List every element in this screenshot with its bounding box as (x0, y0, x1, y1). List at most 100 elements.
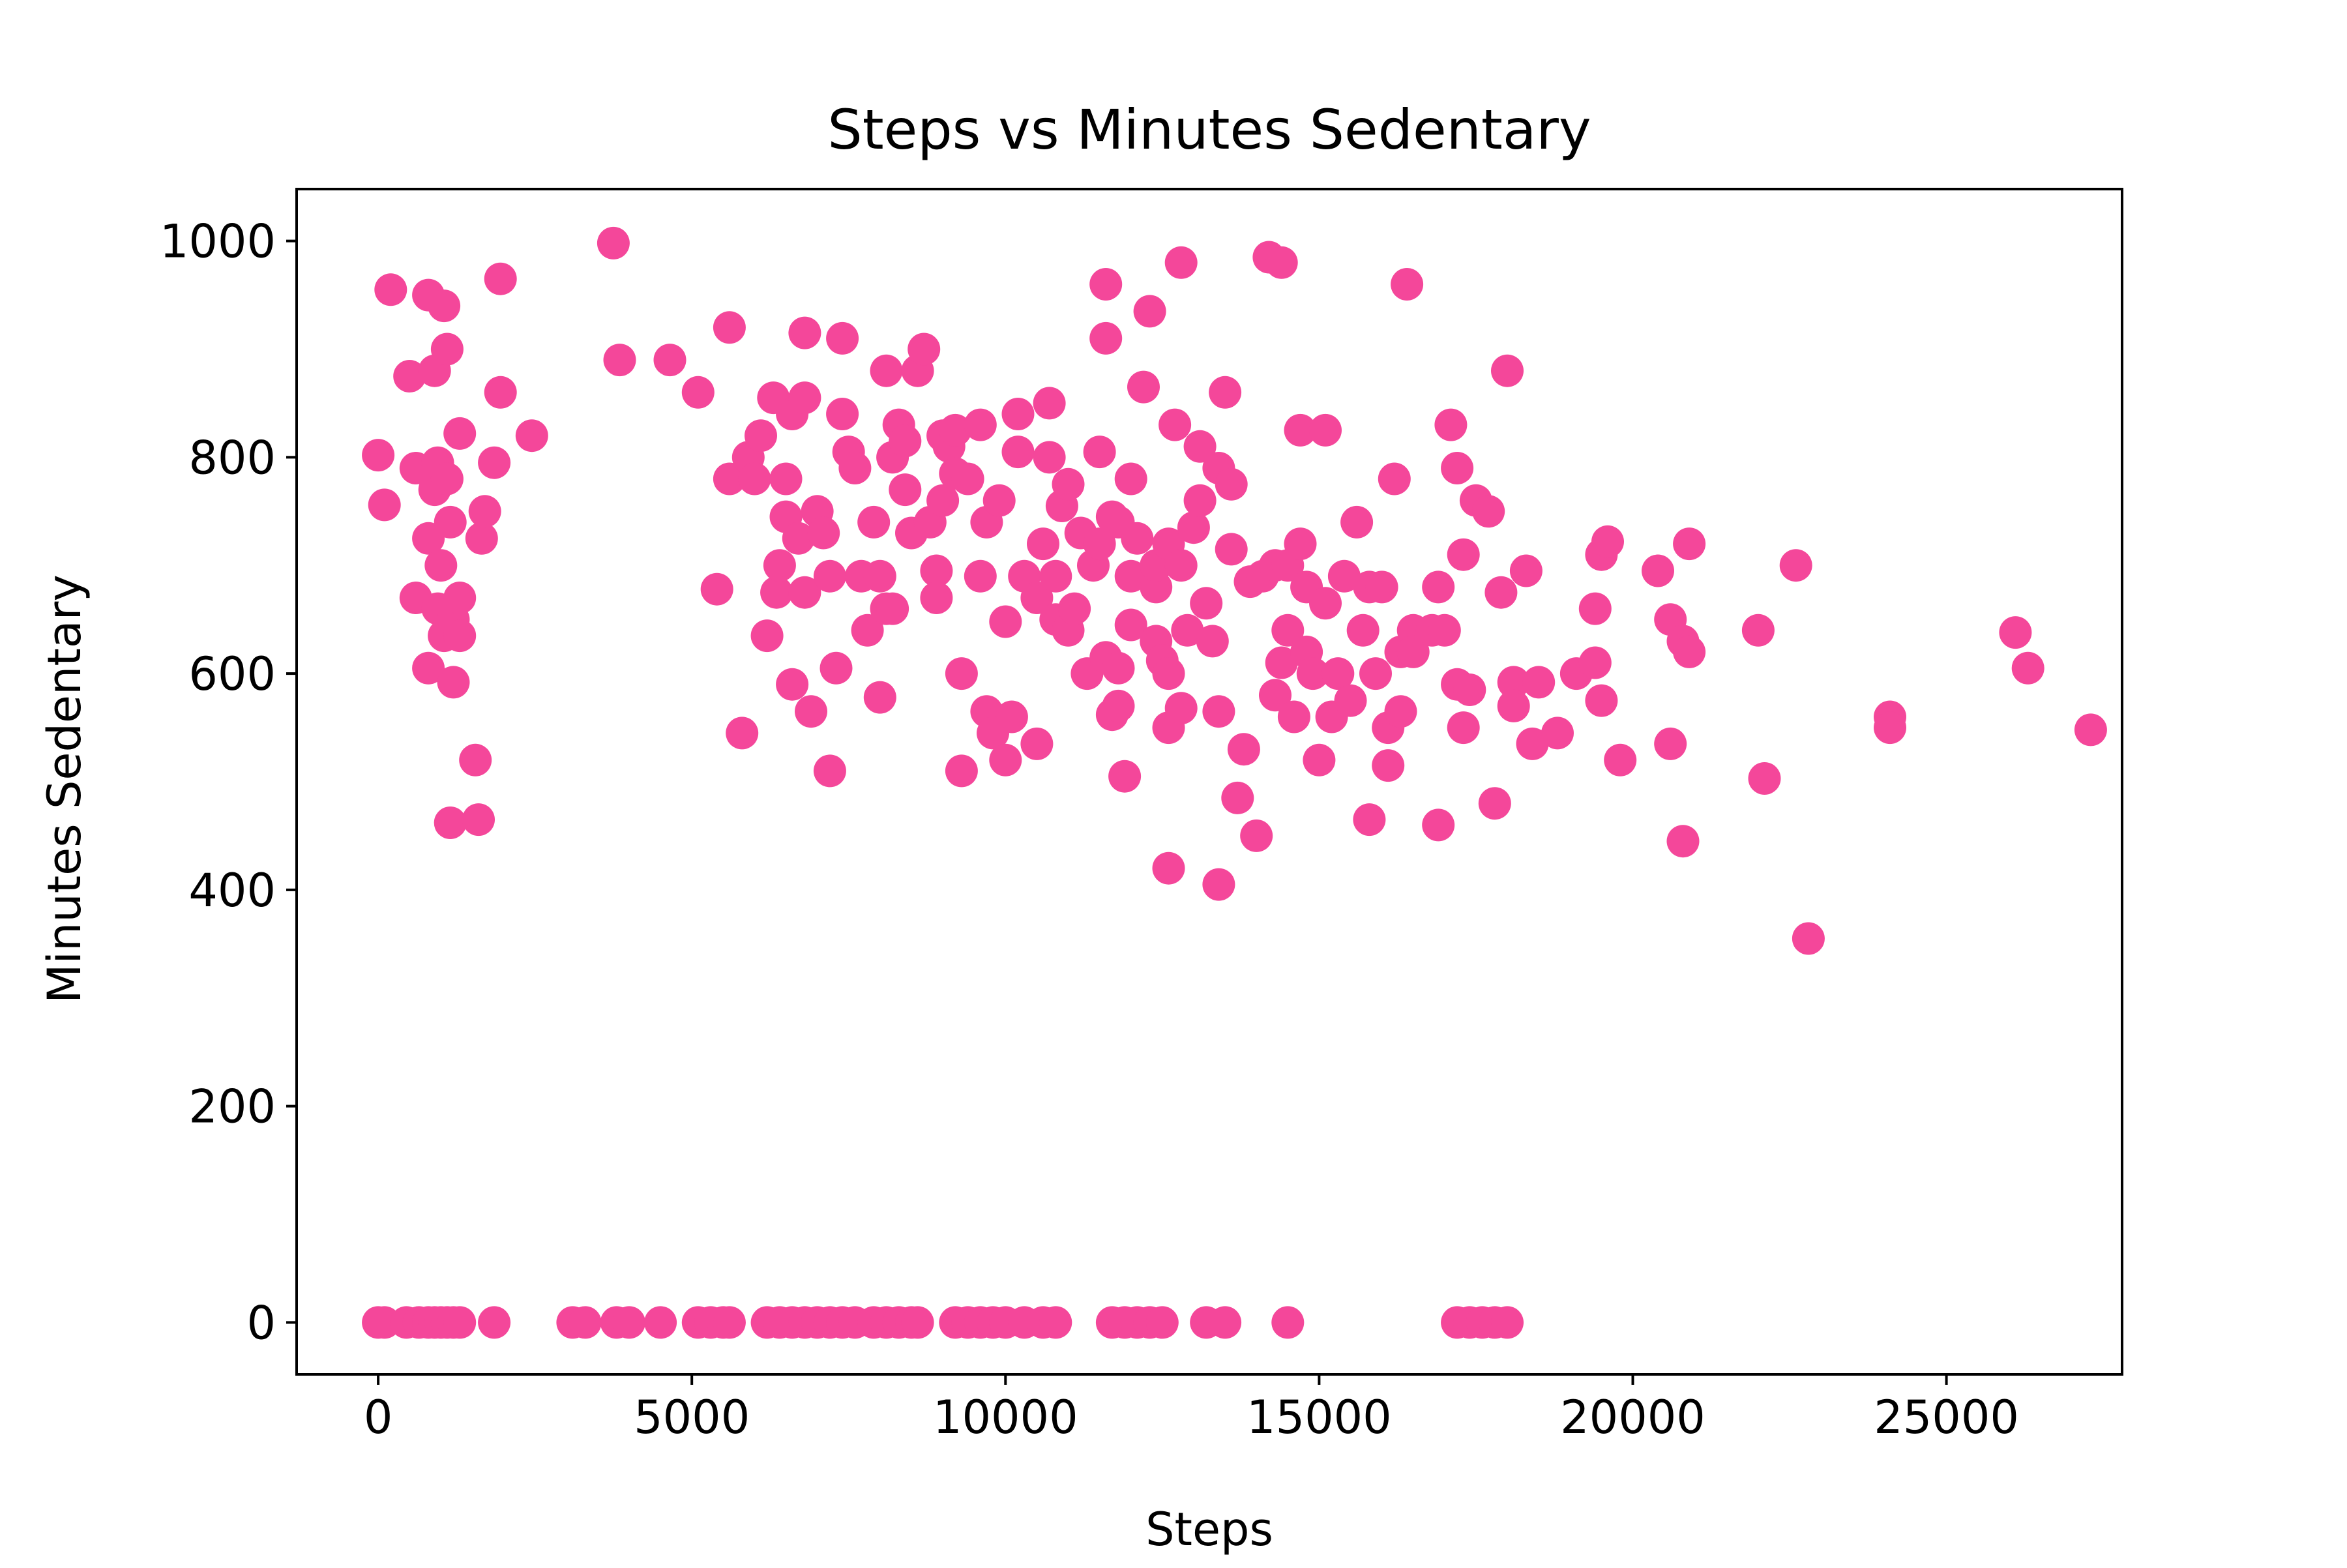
scatter-point (443, 1306, 477, 1339)
scatter-point (393, 360, 426, 392)
scatter-point (1447, 711, 1480, 745)
scatter-point (1265, 646, 1298, 679)
scatter-point (1171, 614, 1204, 647)
scatter-point (1748, 762, 1781, 795)
scatter-point (776, 668, 809, 701)
scatter-point (1654, 727, 1687, 760)
scatter-point (1052, 467, 1085, 501)
scatter-point (1227, 733, 1260, 766)
scatter-point (920, 582, 953, 614)
scatter-point (1271, 614, 1305, 647)
scatter-point (434, 505, 467, 539)
scatter-point (1604, 743, 1637, 777)
scatter-point (465, 522, 498, 555)
y-tick-label: 1000 (160, 215, 276, 269)
scatter-point (1164, 549, 1198, 582)
scatter-point (443, 582, 477, 614)
y-axis: 0 200 400 600 800 1000 (160, 215, 297, 1350)
scatter-point (1422, 570, 1455, 604)
scatter-point (1666, 825, 1700, 858)
y-tick-label: 0 (246, 1296, 276, 1350)
scatter-point (726, 717, 759, 750)
scatter-point (713, 462, 746, 496)
scatter-point (763, 549, 796, 582)
scatter-point (1447, 538, 1480, 571)
y-tick-label: 800 (188, 431, 276, 484)
scatter-point (1384, 695, 1417, 728)
scatter-point (1202, 695, 1235, 728)
scatter-point (1673, 527, 1706, 561)
scatter-point (1741, 614, 1775, 647)
scatter-point (1039, 1306, 1072, 1339)
scatter-point (1522, 666, 1556, 699)
y-tick-label: 400 (188, 864, 276, 917)
scatter-point (1365, 570, 1398, 604)
scatter-point (920, 554, 953, 587)
scatter-point (1089, 321, 1123, 355)
scatter-point (1058, 592, 1091, 625)
x-axis: 0 5000 10000 15000 20000 25000 (364, 1374, 2019, 1444)
scatter-point (515, 419, 548, 452)
scatter-point (362, 439, 395, 472)
scatter-point (788, 316, 821, 349)
scatter-point (1327, 559, 1361, 593)
scatter-point (851, 614, 884, 647)
scatter-point (838, 452, 872, 484)
scatter-point (1309, 587, 1342, 620)
scatter-point (459, 743, 492, 777)
scatter-point (1472, 495, 1505, 528)
scatter-point (2011, 651, 2044, 685)
scatter-point (1121, 522, 1154, 555)
scatter-point (889, 424, 922, 458)
scatter-point (1509, 554, 1543, 587)
scatter-point (989, 605, 1022, 638)
x-tick-label: 20000 (1560, 1391, 1705, 1444)
scatter-point (1999, 616, 2032, 649)
scatter-point (982, 484, 1016, 517)
x-tick-label: 0 (364, 1391, 393, 1444)
scatter-point (1145, 1306, 1179, 1339)
scatter-point (807, 516, 840, 550)
scatter-point (1202, 868, 1235, 901)
scatter-point (1378, 462, 1411, 496)
scatter-point (1874, 711, 1906, 745)
scatter-point (813, 559, 846, 593)
scatter-point (603, 344, 636, 377)
scatter-point (430, 333, 464, 366)
scatter-point (374, 273, 407, 306)
scatter-point (478, 1306, 511, 1339)
scatter-point (2074, 713, 2107, 747)
scatter-point (1215, 467, 1248, 501)
scatter-point (738, 462, 771, 496)
scatter-point (889, 473, 922, 507)
scatter-point (1391, 268, 1424, 301)
scatter-point (1164, 692, 1198, 725)
scatter-point (428, 289, 461, 323)
scatter-point (1541, 717, 1574, 750)
scatter-point (1265, 246, 1298, 279)
scatter-point (863, 681, 896, 714)
scatter-point (995, 700, 1028, 733)
scatter-point (653, 344, 686, 377)
scatter-point (1309, 413, 1342, 447)
scatter-point (424, 549, 458, 582)
scatter-point (1271, 1306, 1305, 1339)
scatter-point (1083, 527, 1116, 561)
scatter-point (1296, 657, 1329, 690)
scatter-point (1183, 430, 1217, 463)
scatter-point (681, 376, 715, 409)
scatter-point (1277, 700, 1310, 733)
scatter-point (1578, 646, 1612, 679)
scatter-point (1491, 1306, 1524, 1339)
scatter-point (1039, 559, 1072, 593)
scatter-point (713, 1306, 746, 1339)
scatter-point (1177, 511, 1210, 544)
scatter-point (788, 381, 821, 415)
scatter-point (430, 462, 464, 496)
scatter-point (1102, 651, 1135, 685)
scatter-point (863, 559, 896, 593)
scatter-point (813, 754, 846, 788)
scatter-point (1353, 803, 1386, 836)
scatter-point (613, 1306, 645, 1339)
scatter-point (1284, 413, 1317, 447)
